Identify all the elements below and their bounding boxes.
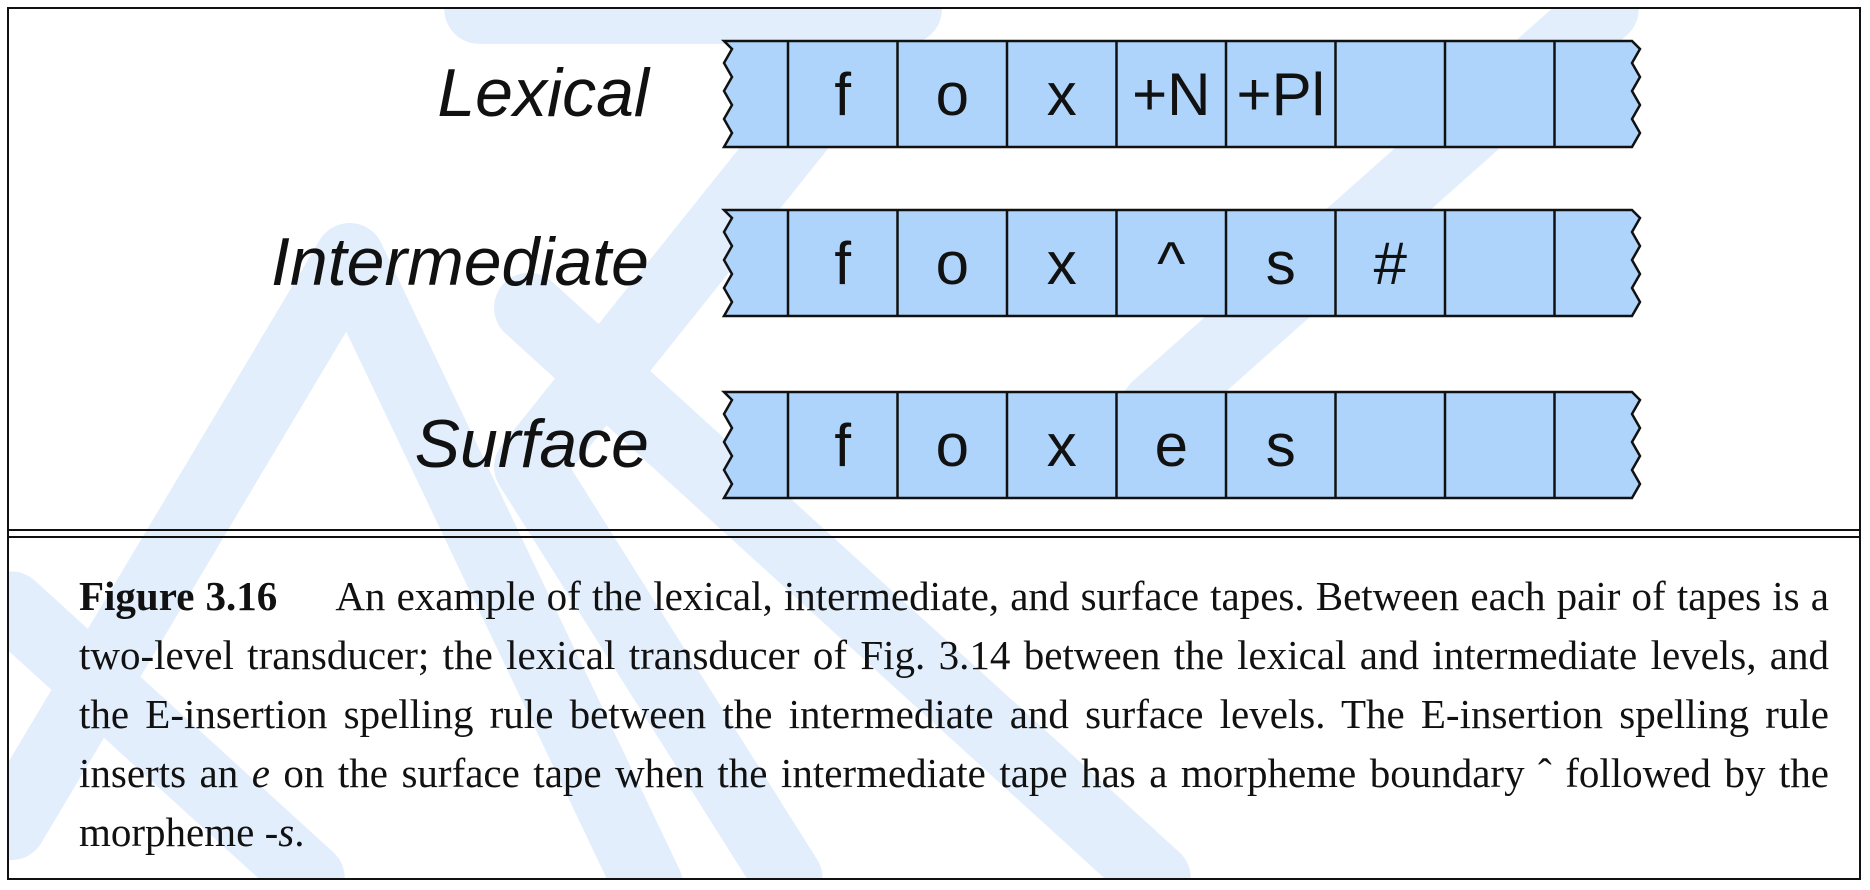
tape-label-lexical: Lexical — [437, 55, 649, 131]
caption-text-2: on the surface tape when the intermediat… — [79, 750, 1829, 855]
tape-cell-symbol: f — [834, 229, 852, 297]
tape-cell-symbol — [1555, 208, 1665, 318]
caption-text-1: An example of the lexical, intermediate,… — [79, 573, 1829, 796]
divider-top — [9, 529, 1859, 531]
tape-cell-symbol: o — [935, 60, 969, 128]
tape-cell-symbol: x — [1046, 60, 1077, 128]
tape-cell-symbol — [1555, 39, 1665, 149]
tape-cell-symbol: o — [935, 229, 969, 297]
tape-cell-symbol: f — [834, 60, 852, 128]
tape-cell-symbol — [1445, 208, 1555, 318]
tape-lexical: f o x +N +Pl — [714, 39, 1644, 149]
tape-cell-symbol — [1445, 39, 1555, 149]
tape-cell-symbol: +N — [1132, 60, 1211, 128]
tape-cell-symbol: s — [1265, 411, 1296, 479]
tape-cell-symbol: ^ — [1157, 229, 1186, 297]
tape-body — [720, 208, 1642, 318]
watermark-stroke — [9, 223, 683, 878]
tape-cell-symbol: f — [834, 411, 852, 479]
tape-cell-symbol: x — [1046, 229, 1077, 297]
tape-label-surface: Surface — [414, 406, 649, 482]
tape-intermediate: f o x ^ s # — [714, 208, 1644, 318]
tape-shape — [720, 39, 1642, 149]
tape-cell-symbol: e — [1154, 411, 1188, 479]
figure-caption: Figure 3.16 An example of the lexical, in… — [79, 567, 1829, 862]
tape-cell-symbol: o — [935, 411, 969, 479]
watermark-stroke — [9, 571, 345, 878]
caption-italic-s: -s — [264, 809, 295, 855]
tape-cell-symbol — [1336, 39, 1446, 149]
tape-body — [720, 39, 1642, 149]
tape-cell-symbol: # — [1373, 229, 1407, 297]
tape-label-intermediate: Intermediate — [271, 224, 649, 300]
tape-cell-symbol — [1336, 390, 1446, 500]
tape-cell-symbol: s — [1265, 229, 1296, 297]
tape-shape — [720, 390, 1642, 500]
tape-shape — [720, 208, 1642, 318]
caption-italic-e: e — [251, 750, 270, 796]
divider-bottom — [9, 536, 1859, 538]
tape-cell-symbol: +Pl — [1236, 60, 1325, 128]
figure-frame: Lexical f o x +N +Pl Intermediate f o x ^ s # Sur… — [7, 7, 1861, 880]
tape-cell-symbol: x — [1046, 411, 1077, 479]
figure-label: Figure 3.16 — [79, 573, 278, 619]
watermark-stroke — [494, 9, 923, 878]
watermark-stroke — [494, 272, 1191, 878]
caption-text-3: . — [294, 809, 305, 855]
tape-body — [720, 390, 1642, 500]
tape-cell-symbol — [1445, 390, 1555, 500]
tapes-diagram: Lexical f o x +N +Pl Intermediate f o x ^ s # Sur… — [9, 9, 1859, 529]
tape-cell-symbol — [1555, 390, 1665, 500]
